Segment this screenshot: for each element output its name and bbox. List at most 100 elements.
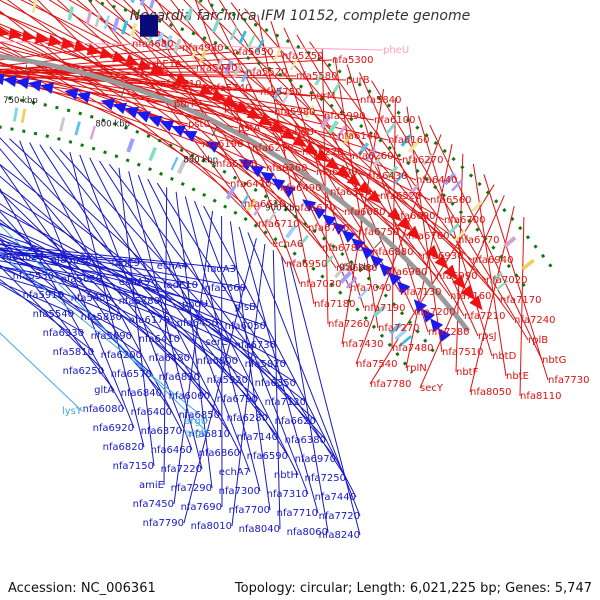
gene-label-nfa7310: nfa7310	[267, 489, 308, 500]
leader-line	[0, 47, 183, 67]
leader-line	[0, 74, 211, 89]
leader-line	[419, 195, 505, 389]
feature-box	[393, 171, 406, 185]
gene-label-nfa6390: nfa6390	[316, 167, 357, 178]
leader-line	[346, 64, 429, 333]
forward-gene-arrow	[8, 27, 24, 40]
feature-box	[103, 15, 110, 30]
feature-box	[245, 198, 257, 212]
gene-label-nfa5840: nfa5840	[360, 95, 401, 106]
gene-label-nfa6960: nfa6960	[336, 263, 377, 274]
leader-line	[0, 210, 163, 394]
gene-label-echA5: echA5	[119, 277, 150, 288]
reverse-gene-arrow	[148, 115, 163, 128]
gene-label-nfa8040: nfa8040	[239, 524, 280, 535]
forward-gene-arrow	[60, 37, 76, 49]
gene-label-nfa6250: nfa6250	[63, 366, 104, 377]
feature-box	[85, 10, 93, 25]
leader-line	[289, 262, 361, 536]
forward-gene-arrow	[303, 141, 319, 155]
feature-box	[451, 179, 463, 192]
gene-label-nfa8050: nfa8050	[470, 387, 511, 398]
feature-box	[330, 82, 341, 96]
reverse-gene-arrow	[112, 102, 127, 115]
feature-box	[164, 34, 173, 50]
gene-label-nfa6370: nfa6370	[141, 426, 182, 437]
gene-label-nfa6720: nfa6720	[308, 223, 349, 234]
gene-label-nfa6360: nfa6360	[266, 163, 307, 174]
forward-gene-arrow	[325, 157, 341, 171]
leader-line	[0, 224, 209, 434]
feature-box	[503, 236, 517, 249]
leader-line	[391, 97, 396, 349]
gene-label-nfa6050: nfa6050	[225, 321, 266, 332]
leader-line	[203, 205, 357, 498]
feature-box	[74, 121, 81, 136]
gene-label-nfa7130: nfa7130	[400, 287, 441, 298]
gene-label-pstS: pstS	[224, 103, 246, 114]
leader-line	[0, 203, 249, 381]
feature-box	[388, 322, 403, 335]
leader-line	[0, 235, 229, 343]
gene-label-nfa7020: nfa7020	[486, 275, 527, 286]
leader-line	[0, 254, 151, 283]
gene-label-nfa6830: nfa6830	[159, 372, 200, 383]
gene-label-nfa6690: nfa6690	[394, 211, 435, 222]
leader-line	[0, 250, 141, 264]
reverse-gene-arrow	[136, 111, 151, 123]
scale-tick-label: 950 kbp	[339, 263, 374, 273]
leader-line	[183, 238, 257, 524]
reverse-gene-arrow	[430, 318, 444, 333]
gene-label-nfa6340: nfa6340	[216, 159, 257, 170]
leader-line	[163, 187, 168, 486]
feature-box	[443, 172, 457, 186]
gene-label-nbtH: nbtH	[274, 470, 298, 481]
reverse-gene-arrow	[249, 165, 264, 178]
forward-gene-arrow	[346, 173, 362, 187]
leader-line	[0, 41, 384, 51]
feature-box	[155, 31, 164, 47]
gene-label-nfa7200: nfa7200	[414, 307, 455, 318]
gene-label-nfa6970: nfa6970	[295, 454, 336, 465]
reverse-gene-arrow	[3, 75, 17, 87]
leader-line	[0, 41, 353, 157]
feature-box	[304, 105, 316, 119]
feature-box	[496, 279, 509, 291]
reverse-gene-arrow	[271, 178, 286, 191]
leader-line	[59, 149, 327, 441]
forward-gene-arrow	[336, 164, 351, 179]
gene-label-nfa6800: nfa6800	[197, 356, 238, 367]
genome-summary: Topology: circular; Length: 6,021,225 bp…	[234, 581, 592, 596]
leader-line	[0, 238, 115, 391]
reverse-gene-arrow	[27, 79, 42, 92]
gene-label-echA6: echA6	[272, 239, 303, 250]
leader-line	[0, 78, 175, 105]
leader-line	[0, 239, 257, 308]
feature-box	[334, 265, 346, 279]
gene-label-nfa6260: nfa6260	[352, 151, 393, 162]
leader-line	[0, 244, 237, 270]
gene-label-nfa5540: nfa5540	[33, 309, 74, 320]
forward-gene-arrow	[443, 264, 458, 280]
forward-gene-arrow	[99, 47, 115, 59]
gene-label-nfa6200: nfa6200	[101, 350, 142, 361]
forward-gene-arrow	[34, 32, 50, 44]
feature-box	[130, 0, 135, 3]
feature-box	[327, 120, 339, 135]
scale-ticks: 500 kbp550 kbp600 kbp650 kbp700 kbp750 k…	[3, 64, 382, 273]
gene-label-nfa7190: nfa7190	[364, 303, 405, 314]
forward-gene-arrow	[387, 207, 402, 222]
leader-line	[175, 191, 213, 489]
feature-box	[31, 0, 37, 14]
feature-box	[111, 17, 120, 33]
leader-line	[99, 160, 289, 457]
feature-box	[238, 30, 247, 45]
gene-label-echA7: echA7	[219, 467, 250, 478]
feature-block	[140, 14, 158, 37]
feature-box	[394, 328, 408, 341]
feature-box	[339, 270, 353, 284]
reverse-gene-arrow	[76, 91, 91, 104]
feature-box	[407, 140, 420, 154]
gene-label-nfa8240: nfa8240	[319, 530, 360, 541]
gene-label-nfa5980: nfa5980	[274, 107, 315, 118]
